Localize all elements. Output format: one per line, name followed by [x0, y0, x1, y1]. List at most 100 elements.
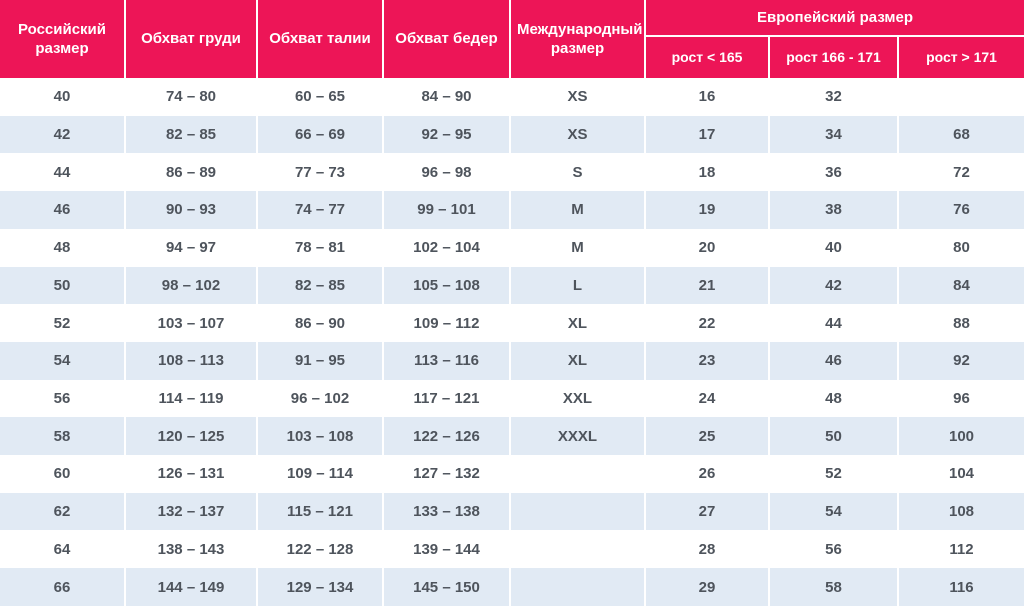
- table-cell: 62: [0, 492, 126, 531]
- table-cell: 132 – 137: [125, 492, 258, 531]
- table-cell: 24: [645, 379, 770, 418]
- table-cell: S: [510, 153, 646, 192]
- table-cell: 58: [0, 417, 126, 456]
- table-cell: 27: [645, 492, 770, 531]
- table-cell: 139 – 144: [383, 530, 511, 569]
- table-cell: M: [510, 228, 646, 267]
- table-cell: 64: [0, 530, 126, 569]
- table-cell: 109 – 114: [257, 455, 384, 493]
- table-cell: 90 – 93: [125, 191, 258, 229]
- table-cell: 16: [645, 78, 770, 116]
- table-cell: 112: [949, 540, 974, 558]
- table-cell: 86 – 89: [125, 153, 258, 192]
- table-cell: 60: [0, 455, 126, 493]
- table-cell: [510, 455, 646, 493]
- table-cell: 66: [0, 568, 126, 606]
- table-cell: 91 – 95: [257, 341, 384, 380]
- table-cell: [510, 530, 646, 569]
- table-cell: 25: [645, 417, 770, 456]
- table-cell: 80: [953, 239, 970, 257]
- table-cell: 133 – 138: [383, 492, 511, 531]
- table-cell: 145 – 150: [383, 568, 511, 606]
- header-european-size: Европейский размер: [645, 0, 1024, 37]
- table-row: 58 120 – 125 103 – 108 122 – 126 XXXL 25 50 100: [0, 417, 1024, 456]
- table-row: 52 103 – 107 86 – 90 109 – 112 XL 22 44 88: [0, 304, 1024, 342]
- table-cell: [898, 78, 1024, 116]
- table-cell: 126 – 131: [125, 455, 258, 493]
- table-cell: 127 – 132: [383, 455, 511, 493]
- table-cell: 21: [645, 266, 770, 305]
- table-cell: 76: [953, 201, 970, 219]
- table-cell: 116: [949, 578, 974, 596]
- table-cell: 46: [0, 191, 126, 229]
- table-cell: 84 – 90: [383, 78, 511, 116]
- table-cell: 117 – 121: [383, 379, 511, 418]
- table-cell: 120 – 125: [125, 417, 258, 456]
- table-cell: M: [510, 191, 646, 229]
- table-cell: 28: [645, 530, 770, 569]
- table-row: 60 126 – 131 109 – 114 127 – 132 26 52 104: [0, 455, 1024, 493]
- table-row: 64 138 – 143 122 – 128 139 – 144 28 56 112: [0, 530, 1024, 569]
- table-cell: 58: [769, 568, 899, 606]
- table-cell: 54: [0, 341, 126, 380]
- table-cell: 38: [769, 191, 899, 229]
- table-cell: 92 – 95: [383, 115, 511, 154]
- table-cell: 32: [769, 78, 899, 116]
- table-cell: 56: [769, 530, 899, 569]
- table-cell: 23: [645, 341, 770, 380]
- table-cell: 84: [953, 276, 970, 294]
- table-cell: XL: [510, 341, 646, 380]
- table-cell: 54: [769, 492, 899, 531]
- table-cell: 22: [645, 304, 770, 342]
- table-cell: 103 – 108: [257, 417, 384, 456]
- table-row: 54 108 – 113 91 – 95 113 – 116 XL 23 46 92: [0, 341, 1024, 380]
- table-row: 46 90 – 93 74 – 77 99 – 101 M 19 38 76: [0, 191, 1024, 229]
- table-cell: 34: [769, 115, 899, 154]
- table-cell: 18: [645, 153, 770, 192]
- table-cell: 74 – 80: [125, 78, 258, 116]
- table-cell: 17: [645, 115, 770, 154]
- table-cell: 108: [949, 503, 975, 521]
- table-cell: 105 – 108: [383, 266, 511, 305]
- table-cell: 102 – 104: [383, 228, 511, 267]
- table-cell: 36: [769, 153, 899, 192]
- table-cell: XXXL: [510, 417, 646, 456]
- table-cell: 40: [0, 78, 126, 116]
- table-cell: 103 – 107: [125, 304, 258, 342]
- table-cell: 48: [769, 379, 899, 418]
- table-cell: 96: [953, 389, 970, 407]
- table-row: 40 74 – 80 60 – 65 84 – 90 XS 16 32: [0, 78, 1024, 116]
- table-cell: 40: [769, 228, 899, 267]
- table-cell: 82 – 85: [257, 266, 384, 305]
- table-header: Российский размер Обхват груди Обхват та…: [0, 0, 1024, 78]
- table-row: 56 114 – 119 96 – 102 117 – 121 XXL 24 48 96: [0, 379, 1024, 418]
- table-row: 66 144 – 149 129 – 134 145 – 150 29 58 116: [0, 568, 1024, 606]
- table-cell: 44: [0, 153, 126, 192]
- table-cell: 42: [769, 266, 899, 305]
- header-height-under-165: рост < 165: [645, 36, 770, 78]
- table-cell: 96 – 102: [257, 379, 384, 418]
- table-cell: 122 – 126: [383, 417, 511, 456]
- table-cell: 114 – 119: [125, 379, 258, 418]
- table-cell: 82 – 85: [125, 115, 258, 154]
- table-cell: 138 – 143: [125, 530, 258, 569]
- table-cell: 92: [953, 352, 970, 370]
- table-cell: 94 – 97: [125, 228, 258, 267]
- table-cell: 46: [769, 341, 899, 380]
- table-cell: 68: [953, 126, 970, 144]
- table-cell: 50: [0, 266, 126, 305]
- table-row: 42 82 – 85 66 – 69 92 – 95 XS 17 34 68: [0, 115, 1024, 154]
- table-cell: 26: [645, 455, 770, 493]
- table-cell: 122 – 128: [257, 530, 384, 569]
- table-cell: 52: [769, 455, 899, 493]
- table-cell: 66 – 69: [257, 115, 384, 154]
- table-cell: 113 – 116: [383, 341, 511, 380]
- table-cell: XXL: [510, 379, 646, 418]
- table-cell: [510, 568, 646, 606]
- table-cell: L: [510, 266, 646, 305]
- table-cell: 109 – 112: [383, 304, 511, 342]
- table-cell: 99 – 101: [383, 191, 511, 229]
- table-row: 62 132 – 137 115 – 121 133 – 138 27 54 108: [0, 492, 1024, 531]
